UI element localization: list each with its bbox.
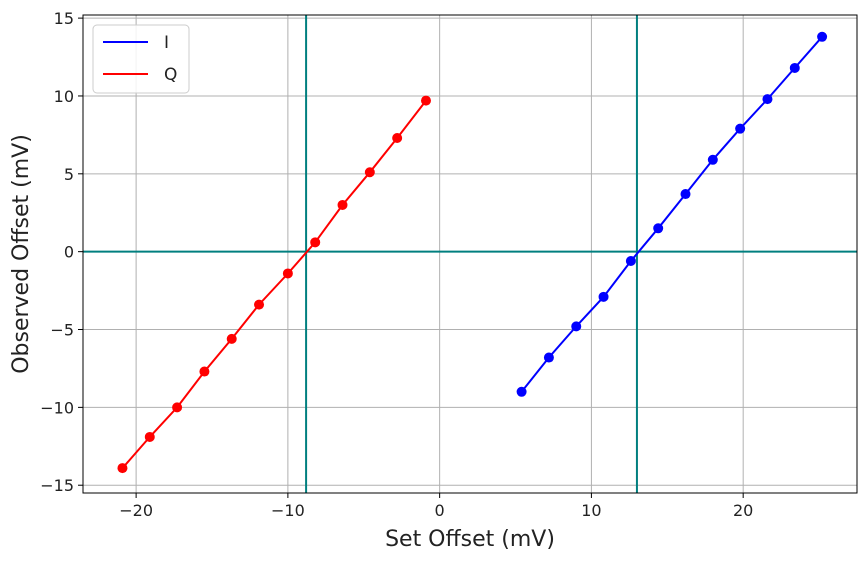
legend-label-q: Q [164, 65, 177, 85]
series-q-line [121, 99, 427, 469]
legend-label-i: I [164, 33, 169, 53]
x-axis-label: Set Offset (mV) [385, 527, 555, 552]
plot-frame [82, 14, 858, 494]
series-q-point [282, 268, 293, 279]
series-i-point [680, 189, 691, 200]
series-q-point [144, 431, 155, 442]
series-i-point [817, 31, 828, 42]
x-tick-label: 10 [581, 501, 601, 520]
series-q-point [420, 95, 431, 106]
series-i-point [625, 256, 636, 267]
series-q-point [117, 463, 128, 474]
series-i-point [516, 386, 527, 397]
series-i-point [653, 223, 664, 234]
series-i-point [571, 321, 582, 332]
series-i-point [598, 291, 609, 302]
series-i-point [762, 94, 773, 105]
y-tick-label: 10 [54, 87, 74, 106]
series-q-point [364, 167, 375, 178]
series-q-point [310, 237, 321, 248]
y-tick-label: −15 [40, 476, 74, 495]
y-tick-label: 5 [64, 165, 74, 184]
x-tick-label: −20 [119, 501, 153, 520]
x-tick-label: −10 [271, 501, 305, 520]
series-q-point [172, 402, 183, 413]
x-tick-label: 0 [435, 501, 445, 520]
series-i-point [543, 352, 554, 363]
series-q-point [392, 133, 403, 144]
series-i-point [735, 123, 746, 134]
series-i-point [789, 62, 800, 73]
y-tick-label: 15 [54, 9, 74, 28]
ticks: −20 −10 0 10 20 −15 −10 −5 0 5 10 15 [40, 9, 753, 520]
series-q-point [337, 199, 348, 210]
legend: IQ [92, 24, 190, 94]
y-axis-label: Observed Offset (mV) [9, 134, 34, 374]
series-layer [117, 31, 828, 474]
y-tick-label: −5 [50, 321, 74, 340]
series-q-point [226, 333, 237, 344]
series-q-point [254, 299, 265, 310]
series-i-point [707, 154, 718, 165]
series-i-line [520, 36, 823, 393]
series-q-point [199, 366, 210, 377]
y-tick-label: 0 [64, 243, 74, 262]
plot-background [83, 15, 857, 493]
x-tick-label: 20 [733, 501, 753, 520]
y-tick-label: −10 [40, 398, 74, 417]
